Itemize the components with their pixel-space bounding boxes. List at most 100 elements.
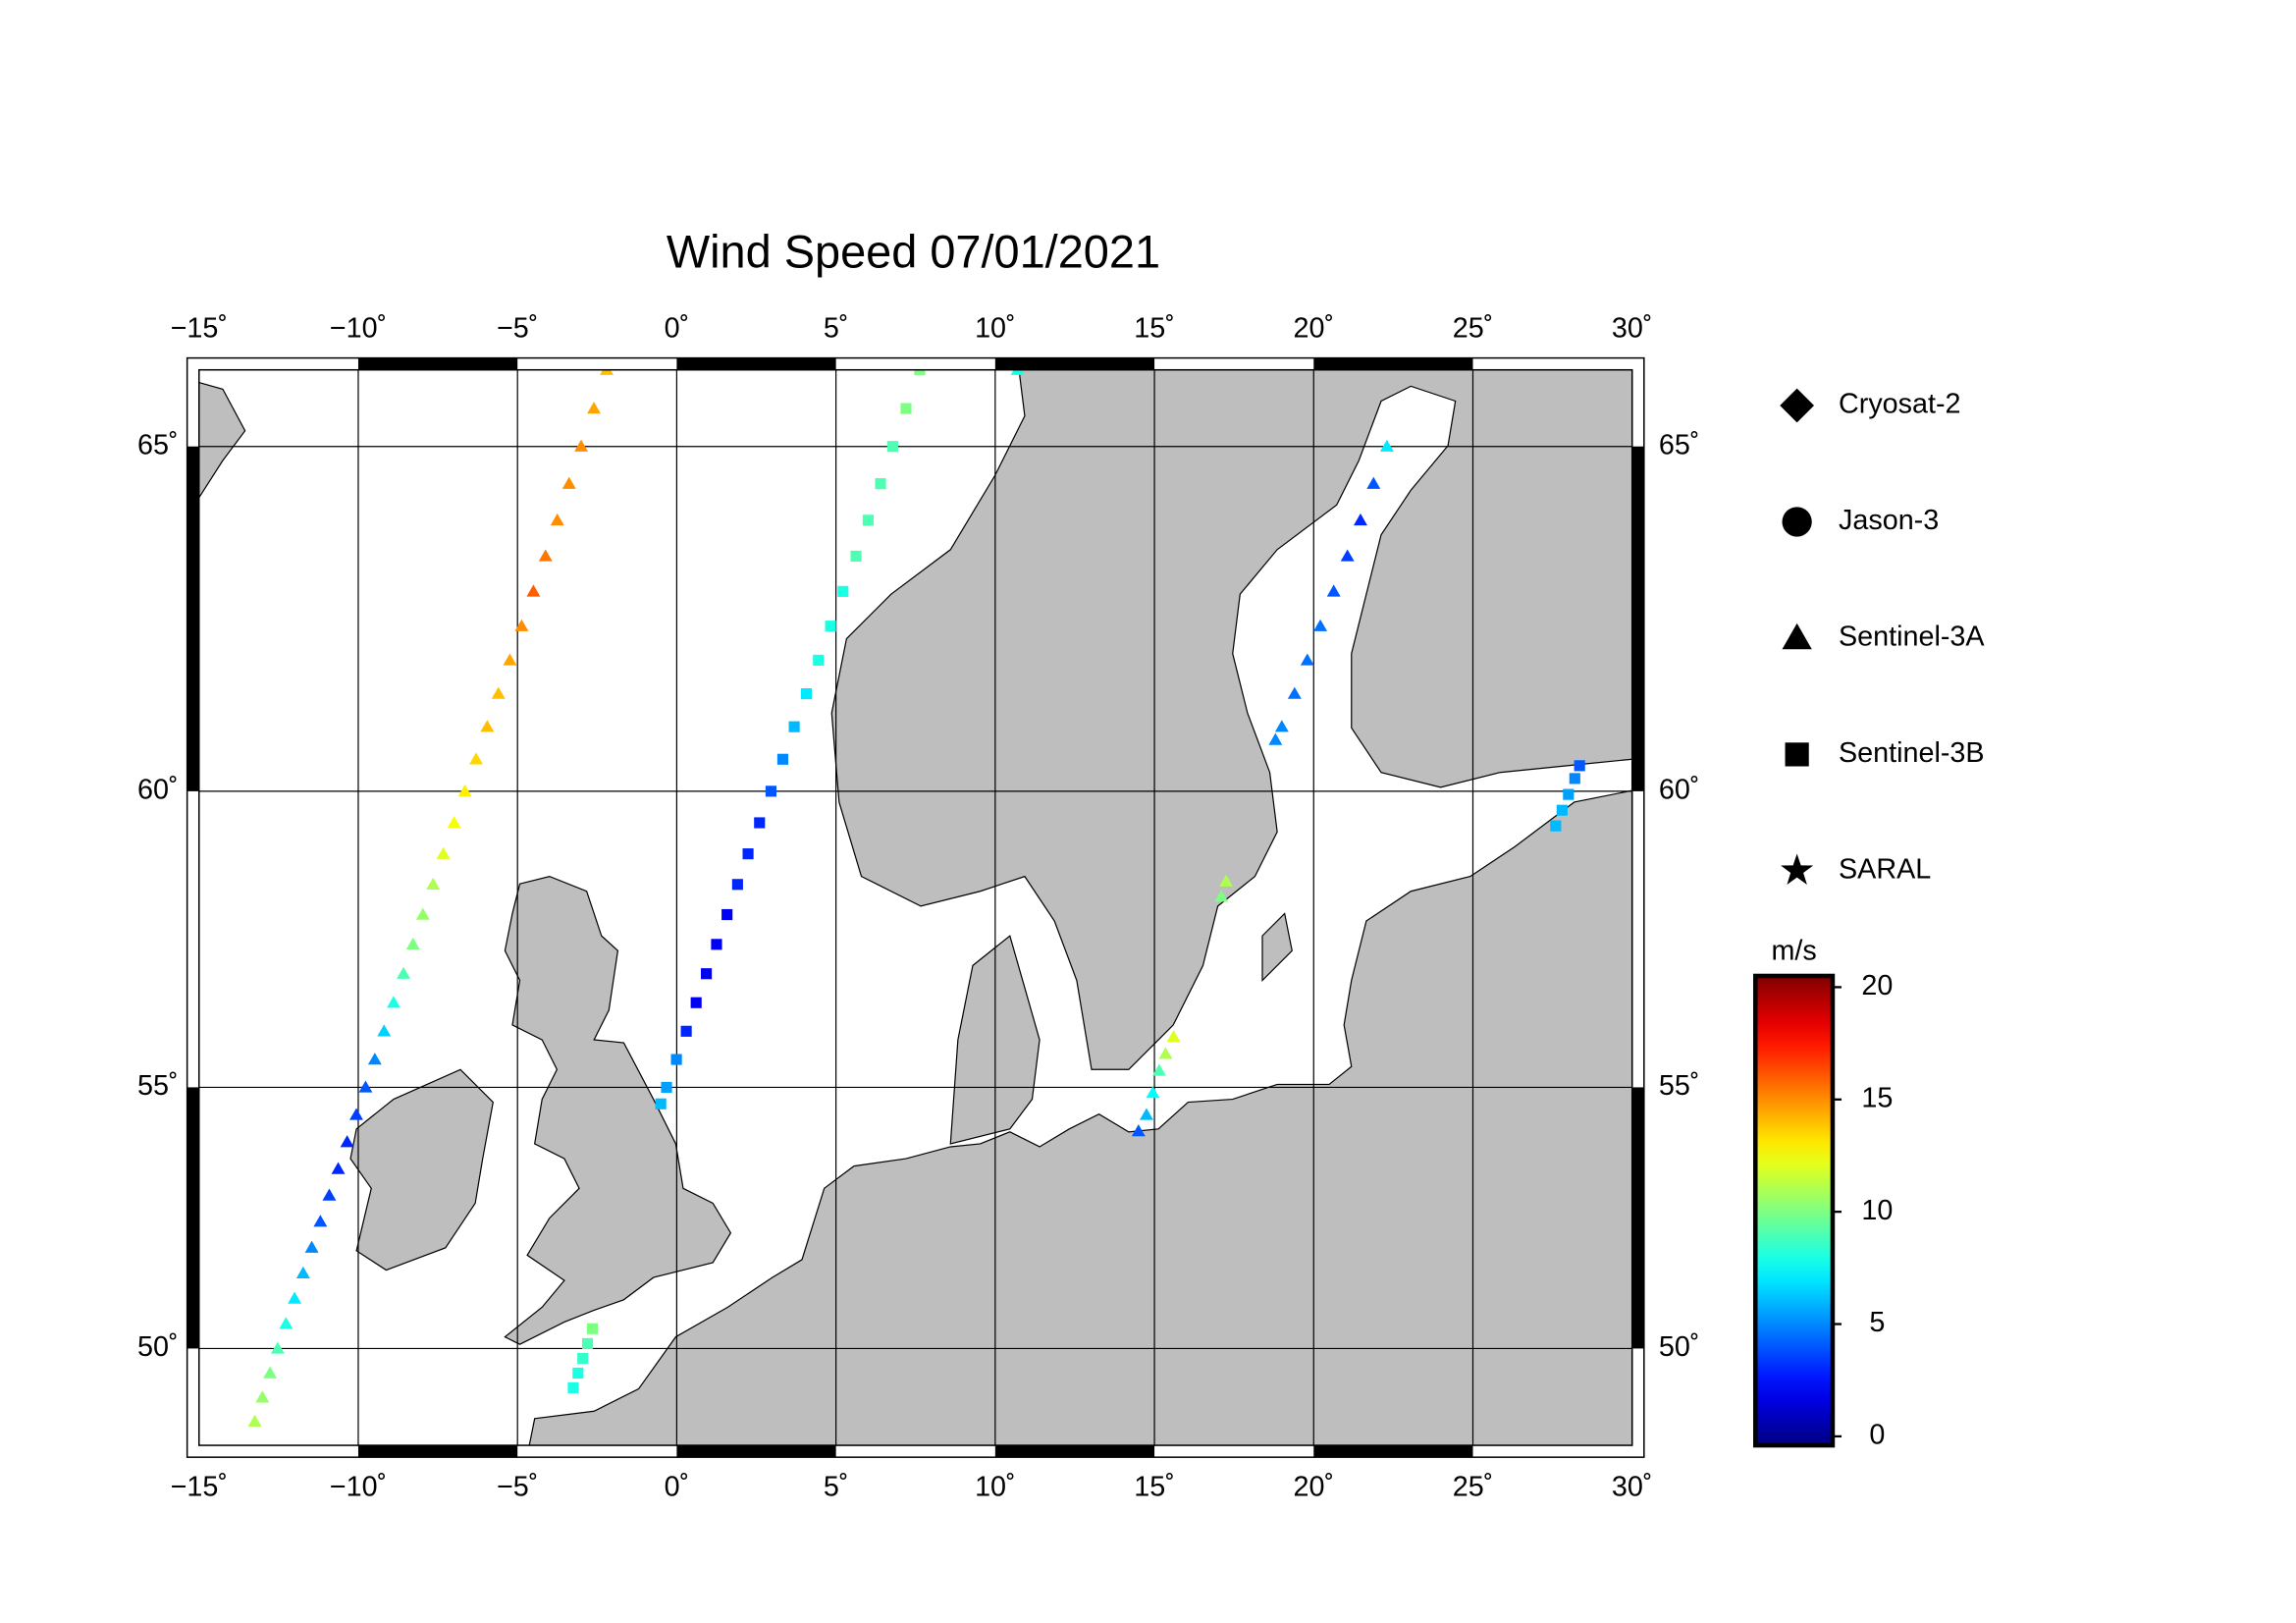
y-tick-label: 55˚ (1659, 1070, 1700, 1102)
track-point (680, 1025, 692, 1037)
x-tick-label: 20˚ (1294, 1472, 1335, 1503)
track-point (800, 687, 813, 700)
track-point (850, 550, 862, 562)
frame-band (1631, 446, 1644, 791)
track-point (1166, 1030, 1181, 1043)
track-point (600, 369, 614, 375)
track-point (661, 1081, 672, 1093)
track-point (358, 1080, 373, 1093)
colorbar-tick-label: 15 (1861, 1082, 1893, 1113)
x-tick-label: 25˚ (1453, 1472, 1494, 1503)
y-tick-label: 50˚ (1659, 1331, 1700, 1363)
track-point (1569, 773, 1580, 784)
track-point (572, 1367, 584, 1380)
track-point (577, 1352, 589, 1365)
track-point (480, 720, 495, 732)
track-point (581, 1337, 594, 1349)
continental-europe (528, 789, 1632, 1446)
x-tick-label: 30˚ (1612, 1472, 1653, 1503)
track-point (701, 968, 713, 980)
track-point (1313, 619, 1328, 631)
track-point (331, 1162, 346, 1174)
track-point (387, 996, 400, 1008)
track-point (1550, 820, 1562, 832)
track-point (1379, 439, 1394, 452)
x-tick-label: 25˚ (1453, 312, 1494, 344)
frame-inner (197, 368, 1633, 1446)
map-frame (186, 356, 1645, 1458)
legend: Cryosat-2 Jason-3 Sentinel-3A Sentinel-3B SA… (1780, 389, 1985, 885)
track-point (349, 1108, 363, 1120)
x-tick-label: 15˚ (1134, 312, 1175, 344)
ireland (349, 1068, 494, 1271)
x-tick-label: 20˚ (1294, 312, 1335, 344)
track-point (1287, 686, 1302, 699)
x-tick-label: 0˚ (665, 1472, 690, 1503)
colorbar-tick-label: 20 (1861, 970, 1893, 1001)
track-point (491, 686, 506, 699)
track-point (742, 848, 754, 860)
x-tick-label: 5˚ (824, 312, 849, 344)
frame-band (676, 1445, 836, 1458)
iceland (198, 381, 246, 499)
track-point (1300, 653, 1314, 666)
track-point (436, 846, 451, 859)
land (198, 369, 1632, 1446)
track-point (526, 584, 541, 597)
track-point (263, 1366, 278, 1379)
track-point (447, 816, 461, 829)
track-point (690, 997, 702, 1008)
scandinavia (830, 369, 1632, 1070)
y-tick-label: 65˚ (137, 429, 179, 460)
track-point (1354, 513, 1367, 526)
track-point (655, 1098, 667, 1109)
track-point (1326, 584, 1341, 597)
track-point (270, 1341, 285, 1354)
track-point (1146, 1086, 1160, 1099)
colorbar: m/s 0 5 10 15 20 (1753, 935, 1893, 1451)
track-point (550, 513, 564, 526)
track-point (415, 907, 430, 920)
frame-band (357, 357, 518, 370)
track-point (776, 753, 789, 765)
track-point (1131, 1124, 1146, 1137)
track-point (514, 619, 529, 631)
track-point (900, 403, 912, 414)
frame-band (676, 357, 836, 370)
track-point (813, 654, 825, 666)
tracks (247, 369, 1585, 1427)
great-britain (504, 875, 732, 1345)
gotland (1261, 912, 1293, 982)
track-point (754, 817, 766, 829)
x-tick-label: 5˚ (824, 1472, 849, 1503)
track-point (886, 441, 898, 453)
frame-band (357, 1445, 518, 1458)
legend-marker (1782, 507, 1812, 537)
track-point (340, 1135, 354, 1148)
frame-band (994, 1445, 1155, 1458)
track-point (322, 1188, 337, 1201)
track-point (670, 1054, 682, 1065)
track-point (731, 879, 743, 891)
x-tick-label: −5˚ (497, 312, 538, 344)
track-point (1158, 1047, 1173, 1059)
track-point (426, 877, 441, 890)
track-point (367, 1053, 382, 1065)
x-tick-label: −10˚ (330, 312, 387, 344)
y-tick-label: 60˚ (1659, 774, 1700, 805)
frame-outer (186, 356, 1645, 1458)
track-point (586, 1323, 598, 1334)
track-point (567, 1381, 579, 1393)
track-point (574, 439, 589, 452)
colorbar-tick-label: 0 (1869, 1420, 1885, 1451)
x-tick-label: 15˚ (1134, 1472, 1175, 1503)
legend-label: Cryosat-2 (1839, 389, 1961, 420)
track-point (1563, 788, 1575, 800)
x-tick-label: −5˚ (497, 1472, 538, 1503)
y-tick-label: 50˚ (137, 1331, 179, 1363)
frame-band (1313, 357, 1473, 370)
legend-label: SARAL (1839, 853, 1931, 885)
track-point (1268, 732, 1283, 745)
